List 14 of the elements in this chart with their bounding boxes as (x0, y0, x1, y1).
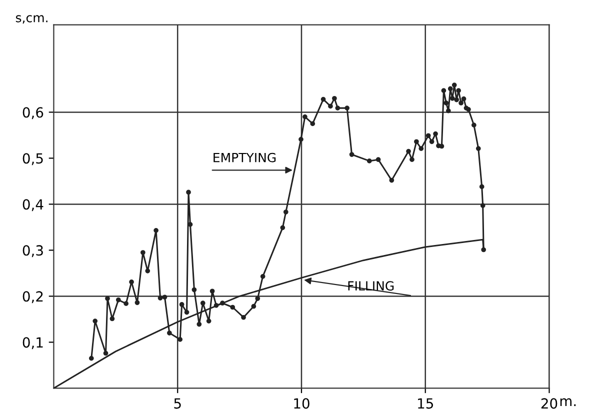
x-tick-label: 10 (294, 398, 310, 409)
annotation: FILLING (348, 281, 394, 291)
x-tick-label: 20 (541, 398, 558, 409)
x-tick-label: 5 (174, 398, 181, 409)
y-tick-label: 0,1 (22, 337, 43, 350)
y-tick-label: 0,5 (22, 153, 43, 166)
y-tick-label: 0,3 (22, 245, 43, 258)
y-tick-label: 0,6 (22, 107, 44, 120)
x-tick-label: 15 (418, 398, 433, 409)
x-axis-title: m. (560, 398, 576, 406)
y-tick-label: 0,4 (22, 199, 44, 212)
y-tick-label: 0,2 (22, 291, 43, 304)
annotation: EMPTYING (214, 152, 276, 162)
y-axis-title: s,cm. (16, 15, 48, 24)
